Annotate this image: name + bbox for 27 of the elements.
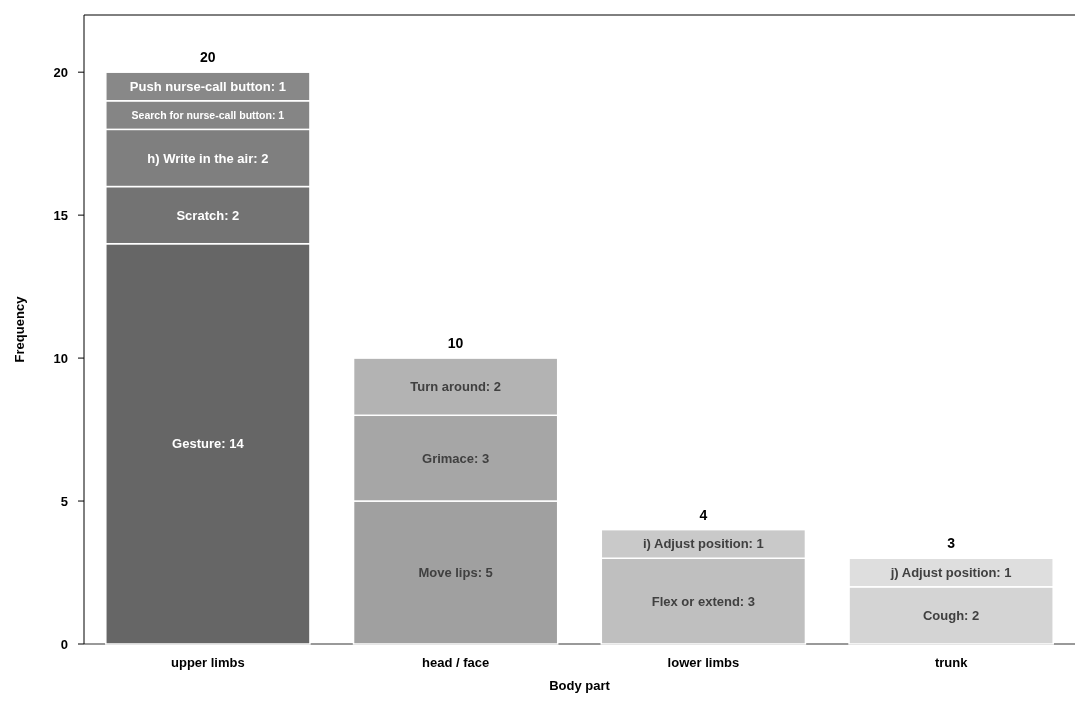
y-tick-label: 10 [53, 350, 68, 366]
data-label: Move lips: 5 [418, 565, 493, 581]
total-label: 20 [200, 49, 216, 66]
data-label: Push nurse-call button: 1 [129, 79, 286, 95]
x-axis-title: Body part [549, 678, 611, 693]
data-label: h) Write in the air: 2 [147, 150, 269, 166]
x-tick-label: head / face [422, 655, 490, 670]
total-label: 10 [447, 335, 464, 352]
y-tick-label: 0 [60, 636, 68, 652]
data-label: Turn around: 2 [410, 379, 502, 395]
y-axis-title: Frequency [12, 295, 27, 363]
y-tick-label: 5 [60, 493, 68, 509]
data-label: i) Adjust position: 1 [642, 536, 764, 552]
y-tick-label: 15 [53, 207, 68, 223]
x-tick-label: lower limbs [667, 655, 740, 670]
data-label: Gesture: 14 [172, 436, 245, 452]
x-tick-label: trunk [934, 655, 969, 670]
data-label: Search for nurse-call button: 1 [131, 108, 285, 121]
data-label: Flex or extend: 3 [651, 593, 756, 609]
x-tick-label: upper limbs [171, 655, 245, 670]
total-label: 4 [699, 506, 708, 523]
y-tick-label: 20 [53, 64, 68, 80]
data-label: j) Adjust position: 1 [889, 565, 1012, 581]
data-label: Scratch: 2 [176, 207, 240, 223]
total-label: 3 [947, 535, 956, 552]
data-label: Cough: 2 [922, 607, 980, 623]
data-label: Grimace: 3 [422, 450, 490, 466]
